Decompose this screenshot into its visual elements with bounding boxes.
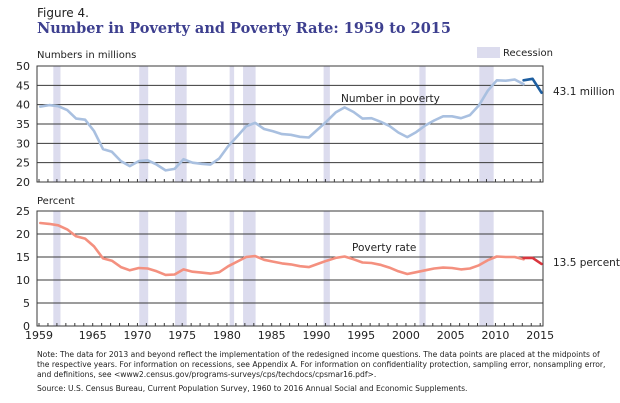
x-tick-label: 1959: [25, 329, 53, 342]
recession-band: [53, 211, 61, 326]
series-label: Poverty rate: [352, 242, 416, 254]
x-tick-label: 1965: [79, 329, 107, 342]
y-tick-label: 0: [23, 320, 30, 333]
y-tick-label: 5: [23, 297, 30, 310]
series-line-original: [38, 221, 525, 277]
x-tick-label: 1970: [123, 329, 151, 342]
x-tick-label: 2010: [481, 329, 509, 342]
recession-band: [243, 211, 256, 326]
y-tick-label: 40: [16, 99, 30, 112]
y-tick-label: 30: [16, 137, 30, 150]
chart-title: Number in Poverty and Poverty Rate: 1959…: [37, 20, 451, 37]
recession-band: [479, 211, 494, 326]
recession-band: [419, 211, 426, 326]
y-axis-label: Percent: [37, 196, 75, 207]
x-tick-label: 1980: [213, 329, 241, 342]
end-value-label: 13.5 percent: [553, 257, 620, 269]
y-tick-label: 50: [16, 60, 30, 73]
y-tick-label: 45: [16, 79, 30, 92]
series-line-redesigned: [522, 256, 543, 266]
y-tick-label: 15: [16, 251, 30, 264]
series-label: Number in poverty: [341, 93, 440, 105]
recession-band: [323, 211, 330, 326]
series-line-original: [38, 78, 525, 172]
x-tick-label: 1990: [302, 329, 330, 342]
x-tick-label: 2005: [437, 329, 465, 342]
recession-legend-swatch: [477, 47, 500, 58]
source-text: Source: U.S. Census Bureau, Current Popu…: [37, 384, 468, 393]
y-tick-label: 25: [16, 157, 30, 170]
x-tick-label: 2000: [392, 329, 420, 342]
series-line-redesigned: [522, 77, 543, 94]
recession-band: [229, 211, 235, 326]
figure-label: Figure 4.: [37, 6, 89, 20]
note-text: Note: The data for 2013 and beyond refle…: [37, 350, 606, 379]
y-tick-label: 20: [16, 176, 30, 189]
recession-band: [175, 211, 187, 326]
x-tick-label: 1975: [168, 329, 196, 342]
y-tick-label: 35: [16, 118, 30, 131]
y-axis-label: Numbers in millions: [37, 50, 136, 61]
x-tick-label: 1995: [347, 329, 375, 342]
recession-legend-label: Recession: [503, 48, 553, 59]
end-value-label: 43.1 million: [553, 86, 615, 98]
x-tick-label: 2015: [526, 329, 554, 342]
y-tick-label: 25: [16, 205, 30, 218]
y-tick-label: 20: [16, 228, 30, 241]
x-tick-label: 1985: [258, 329, 286, 342]
y-tick-label: 10: [16, 274, 30, 287]
